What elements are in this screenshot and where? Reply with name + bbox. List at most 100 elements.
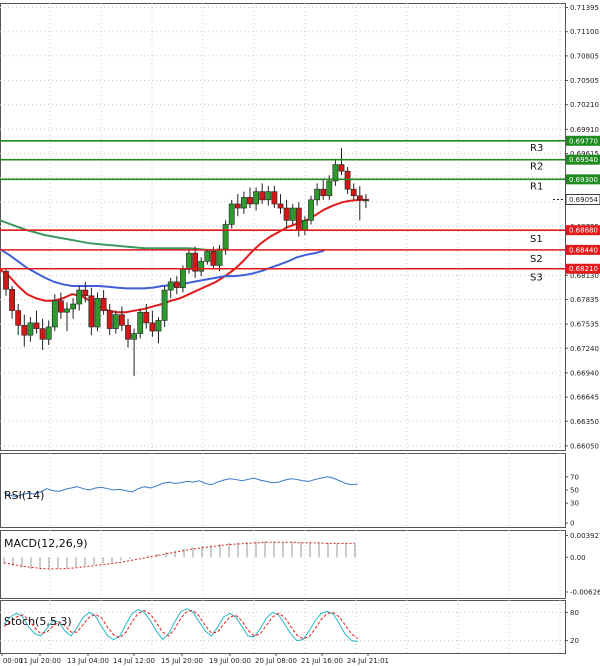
candle-body	[131, 333, 137, 340]
candle-body	[155, 320, 162, 332]
candle-body	[259, 191, 266, 201]
y-axis-tick-label: 0.70210	[570, 101, 599, 109]
candle-body	[326, 180, 333, 197]
candle-body	[344, 170, 351, 190]
x-axis-tick-label: 19 Jul 00:00	[0, 657, 23, 665]
y-axis-tick-label: 0.67535	[570, 321, 599, 329]
x-axis-tick-label: 15 Jul 20:00	[161, 657, 203, 665]
macd-signal-line	[3, 541, 355, 570]
y-axis-tick-label: 0.003927	[570, 532, 600, 540]
candle-body	[289, 207, 296, 221]
y-axis-tick-label: 80	[570, 609, 579, 617]
y-axis-tick-label: 0.66350	[570, 418, 599, 426]
pivot-level-name: S3	[530, 273, 543, 284]
y-axis-tick-label: 0.66645	[570, 394, 599, 402]
y-axis-tick-label: 0	[570, 520, 574, 528]
pivot-level-price-box	[566, 174, 600, 185]
candle-body	[228, 203, 235, 225]
candle-body	[82, 289, 89, 297]
y-axis-tick-label: 0.69910	[570, 126, 599, 134]
pivot-level-name: R1	[530, 181, 543, 192]
y-axis-tick-label: -0.006268	[570, 589, 600, 597]
candle-body	[57, 300, 64, 313]
y-axis-tick-label: 0.66050	[570, 442, 599, 450]
rsi-title: RSI(14)	[4, 489, 44, 502]
candle-body	[70, 303, 76, 310]
candle-body	[332, 164, 339, 182]
candle-body	[161, 289, 168, 321]
x-axis-tick-label: 19 Jul 00:00	[209, 657, 251, 665]
pivot-level-name: S2	[530, 254, 543, 265]
stoch-line	[3, 609, 359, 640]
candle-body	[362, 199, 369, 202]
x-axis-tick-label: 14 Jul 12:00	[113, 657, 155, 665]
x-axis-tick-label: 24 Jul 21:01	[347, 657, 389, 665]
pivot-level-name: S1	[530, 234, 543, 245]
candle-body	[112, 314, 119, 329]
pivot-level-price-box	[566, 244, 600, 255]
candle-body	[173, 281, 180, 288]
candle-body	[192, 252, 198, 272]
candle-body	[283, 207, 290, 221]
candle-body	[39, 328, 46, 340]
candle-body	[9, 288, 15, 311]
moving-average-line	[0, 248, 325, 290]
moving-average-line	[0, 198, 369, 314]
rsi-line	[3, 476, 358, 498]
rsi-panel-frame	[0, 453, 566, 528]
stoch-title: Stoch(5,5,3)	[4, 615, 72, 628]
y-axis-tick-label: 0.71100	[570, 28, 599, 36]
candle-body	[356, 195, 363, 201]
candle-body	[15, 310, 22, 326]
x-axis-tick-label: 13 Jul 04:00	[67, 657, 109, 665]
candle-body	[143, 311, 150, 324]
candle-body	[253, 191, 259, 205]
candle-body	[76, 289, 83, 305]
pivot-level-price-box	[566, 135, 600, 146]
candle-body	[33, 322, 40, 329]
x-axis-tick-label: 21 Jul 16:00	[301, 657, 343, 665]
candle-body	[320, 188, 327, 197]
pivot-level-name: R2	[530, 162, 543, 173]
candle-body	[198, 261, 205, 272]
candle-body	[125, 325, 131, 340]
pivot-level-price-box	[566, 263, 600, 274]
y-axis-tick-label: 0.69615	[570, 150, 599, 158]
candle-body	[308, 199, 314, 221]
current-price-box	[565, 194, 600, 205]
candle-body	[149, 322, 156, 332]
pivot-level-price: 0.68680	[569, 227, 598, 235]
y-axis-tick-label: 50	[570, 487, 579, 495]
y-axis-tick-label: 0.67240	[570, 345, 599, 353]
pivot-level-name: R3	[530, 143, 543, 154]
candle-body	[210, 251, 217, 266]
candle-body	[350, 188, 357, 197]
pivot-level-price: 0.68440	[569, 246, 598, 254]
candle-body	[94, 297, 101, 328]
y-axis-tick-label: 0.67835	[570, 296, 599, 304]
pivot-level-price: 0.69770	[569, 137, 598, 145]
candle-body	[180, 269, 186, 288]
moving-average-line	[0, 219, 217, 252]
candle-body	[301, 220, 308, 231]
candle-body	[119, 314, 125, 326]
pivot-level-price: 0.69540	[569, 156, 598, 164]
candle-body	[106, 310, 113, 329]
pivot-level-price: 0.68210	[569, 265, 598, 273]
candle-body	[241, 197, 247, 209]
y-axis-tick-label: 0.00	[570, 554, 586, 562]
candle-body	[3, 270, 9, 290]
candle-body	[338, 164, 345, 172]
candle-body	[21, 325, 28, 336]
candle-body	[137, 311, 144, 334]
x-axis-tick-label: 11 Jul 20:00	[19, 657, 61, 665]
y-axis-tick-label: 0.71395	[570, 4, 599, 12]
candle-body	[271, 191, 278, 205]
candle-body	[204, 251, 211, 262]
candle-body	[295, 207, 302, 231]
candle-body	[45, 326, 52, 340]
candle-body	[222, 224, 229, 250]
x-axis-tick-label: 20 Jul 08:00	[255, 657, 297, 665]
y-axis-tick-label: 20	[570, 637, 579, 645]
